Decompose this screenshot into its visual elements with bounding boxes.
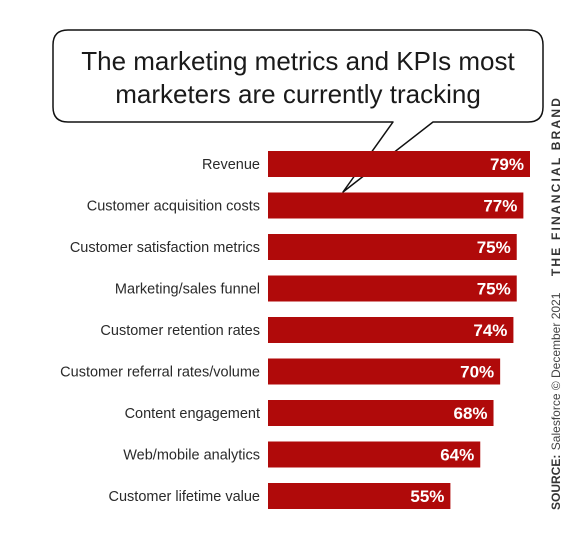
value-label: 68%: [453, 404, 487, 423]
bar: [268, 483, 451, 509]
category-label: Customer referral rates/volume: [60, 365, 260, 381]
category-label: Customer acquisition costs: [87, 199, 260, 215]
category-label: Web/mobile analytics: [123, 448, 260, 464]
value-label: 75%: [477, 238, 511, 257]
bar: [268, 441, 481, 468]
category-label: Marketing/sales funnel: [115, 282, 260, 298]
bar: [268, 275, 517, 302]
value-label: 70%: [460, 363, 494, 382]
value-label: 74%: [473, 321, 507, 340]
value-label: 64%: [440, 446, 474, 465]
bar: [268, 358, 501, 385]
category-label: Customer lifetime value: [109, 489, 261, 505]
bar: [268, 234, 517, 260]
category-label: Revenue: [202, 157, 260, 173]
bar: [268, 317, 514, 343]
category-label: Customer retention rates: [100, 323, 260, 339]
value-label: 79%: [490, 155, 524, 174]
chart-title-line-2: marketers are currently tracking: [115, 79, 481, 109]
value-label: 55%: [410, 487, 444, 506]
value-label: 75%: [477, 280, 511, 299]
source-note: SOURCE: Salesforce © December 2021 THE F…: [547, 96, 564, 510]
brand-name: THE FINANCIAL BRAND: [549, 96, 563, 276]
bar: [268, 151, 530, 177]
source-detail: Salesforce © December 2021: [549, 292, 563, 450]
source-label: SOURCE:: [549, 455, 563, 510]
category-label: Customer satisfaction metrics: [70, 240, 260, 256]
category-label: Content engagement: [125, 406, 260, 422]
bar: [268, 400, 494, 426]
title-speech-bubble: The marketing metrics and KPIs most mark…: [52, 29, 544, 193]
value-label: 77%: [483, 197, 517, 216]
chart-title-line-1: The marketing metrics and KPIs most: [81, 46, 515, 76]
source-text: SOURCE: Salesforce © December 2021 THE F…: [547, 96, 564, 510]
bar: [268, 192, 524, 219]
bars-group: Revenue 79% Customer acquisition costs 77% C…: [60, 151, 530, 509]
